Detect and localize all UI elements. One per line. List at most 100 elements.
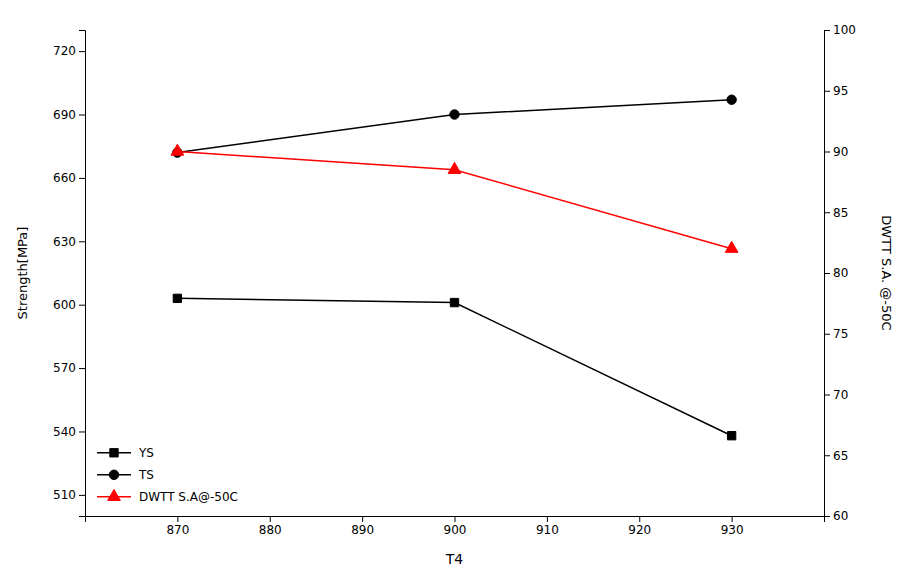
tick: 70 — [824, 388, 848, 402]
tick-label: 60 — [833, 509, 848, 523]
tick: 65 — [824, 449, 848, 463]
tick-label: 570 — [53, 361, 76, 375]
y-axis-line — [79, 31, 86, 517]
tick-label: 900 — [444, 523, 467, 537]
tick: 90 — [824, 145, 848, 159]
tick-label: 70 — [833, 388, 848, 402]
point — [173, 294, 181, 302]
tick-mark — [79, 241, 85, 242]
tick: 660 — [53, 171, 85, 185]
tick: 630 — [53, 235, 85, 249]
tick-mark — [824, 91, 830, 92]
tick: 100 — [824, 23, 856, 37]
marks — [171, 95, 738, 440]
point — [727, 432, 735, 440]
tick-mark — [79, 431, 85, 432]
plot-area: 870 880 890 900 910 920 930 510 540 570 600 630 660 6… — [15, 23, 894, 567]
tick-mark — [824, 395, 830, 396]
series-markers — [173, 294, 736, 440]
y2-axis-title: DWTT S.A. @-50C — [879, 215, 894, 330]
tick-mark — [547, 516, 548, 522]
legend-label: DWTT S.A@-50C — [139, 490, 238, 504]
y2-axis: 60 65 70 75 80 85 90 95 100 — [824, 23, 856, 523]
legend-label: TS — [138, 468, 154, 482]
tick: 570 — [53, 361, 85, 375]
tick-label: 890 — [351, 523, 374, 537]
tick-label: 920 — [628, 523, 651, 537]
tick-label: 910 — [536, 523, 559, 537]
tick-mark — [79, 495, 85, 496]
y-axis-title: Strength[MPa] — [15, 227, 30, 320]
tick: 910 — [536, 516, 559, 537]
tick-mark — [270, 516, 271, 522]
y-axis: 510 540 570 600 630 660 690 720 — [53, 31, 85, 517]
tick-label: 90 — [833, 145, 848, 159]
tick-mark — [824, 30, 830, 31]
tick: 920 — [628, 516, 651, 537]
tick-mark — [824, 334, 830, 335]
series-markers — [171, 144, 738, 252]
tick-mark — [824, 212, 830, 213]
tick-label: 95 — [833, 84, 848, 98]
tick-label: 870 — [166, 523, 189, 537]
tick-mark — [824, 455, 830, 456]
tick: 540 — [53, 425, 85, 439]
tick: 60 — [824, 509, 848, 523]
tick-label: 600 — [53, 298, 76, 312]
x-axis-line — [86, 517, 825, 523]
tick-mark — [639, 516, 640, 522]
legend: YS TS DWTT S.A@-50C — [97, 446, 238, 504]
series-line — [177, 298, 731, 435]
legend-entry: DWTT S.A@-50C — [97, 489, 238, 504]
tick: 85 — [824, 206, 848, 220]
chart: 870 880 890 900 910 920 930 510 540 570 600 630 660 6… — [0, 0, 909, 581]
point — [450, 110, 459, 119]
legend-entry: YS — [97, 446, 154, 460]
tick-label: 80 — [833, 266, 848, 280]
y2-axis-line — [825, 31, 831, 517]
tick-label: 540 — [53, 425, 76, 439]
x-axis: 870 880 890 900 910 920 930 — [86, 516, 825, 537]
tick: 690 — [53, 108, 85, 122]
point — [725, 241, 738, 252]
tick: 720 — [53, 44, 85, 58]
x-axis-title: T4 — [445, 551, 464, 567]
tick-mark — [362, 516, 363, 522]
tick-label: 660 — [53, 171, 76, 185]
tick: 95 — [824, 84, 848, 98]
tick-mark — [79, 305, 85, 306]
series-markers — [173, 95, 737, 157]
tick-mark — [824, 273, 830, 274]
tick-mark — [79, 178, 85, 179]
tick-mark — [79, 115, 85, 116]
legend-marker — [110, 449, 118, 457]
tick-mark — [732, 516, 733, 522]
point — [171, 144, 184, 155]
tick-label: 690 — [53, 108, 76, 122]
tick-mark — [79, 51, 85, 52]
tick-mark — [455, 516, 456, 522]
legend-label: YS — [138, 446, 154, 460]
tick-mark — [824, 152, 830, 153]
tick-label: 85 — [833, 206, 848, 220]
legend-marker — [108, 489, 121, 500]
tick-mark — [824, 516, 830, 517]
tick-label: 510 — [53, 488, 76, 502]
tick-label: 100 — [833, 23, 856, 37]
point — [448, 162, 461, 173]
tick-label: 880 — [259, 523, 282, 537]
point — [450, 298, 458, 306]
tick-label: 720 — [53, 44, 76, 58]
tick: 600 — [53, 298, 85, 312]
tick: 80 — [824, 266, 848, 280]
tick: 900 — [444, 516, 467, 537]
tick: 890 — [351, 516, 374, 537]
tick-label: 75 — [833, 327, 848, 341]
tick-mark — [177, 516, 178, 522]
tick: 870 — [166, 516, 189, 537]
tick: 510 — [53, 488, 85, 502]
tick: 930 — [721, 516, 744, 537]
tick-label: 630 — [53, 235, 76, 249]
tick: 75 — [824, 327, 848, 341]
tick: 880 — [259, 516, 282, 537]
